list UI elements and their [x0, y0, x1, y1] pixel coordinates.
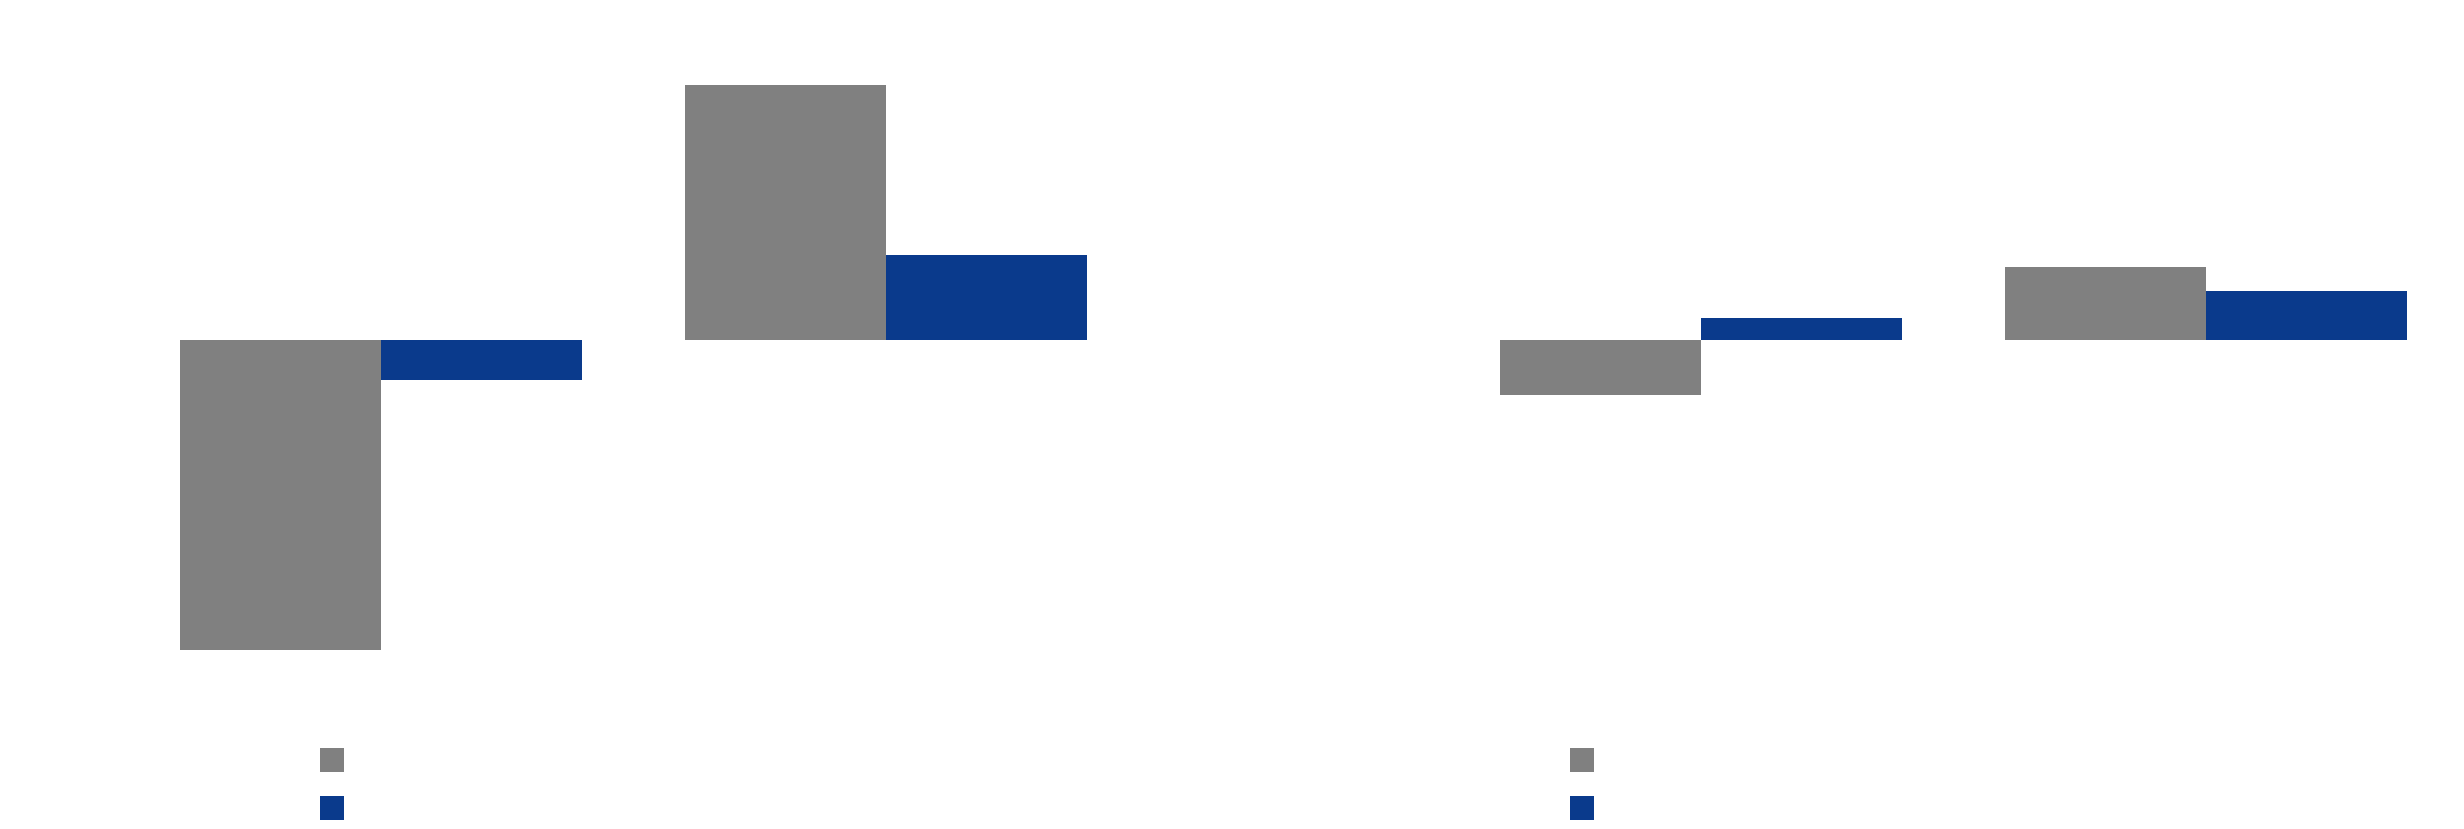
legend-swatch-panel2-series2: [1570, 796, 1594, 820]
bar-panel2-series2-cat2: [2206, 291, 2407, 340]
chart-panel-1: [180, 85, 1087, 820]
legend-swatch-panel2-series1: [1570, 748, 1594, 772]
chart-panel-2: [1500, 267, 2407, 820]
bar-panel2-series1-cat1: [1500, 340, 1701, 395]
legend-swatch-panel1-series1: [320, 748, 344, 772]
bar-panel1-series2-cat2: [886, 255, 1087, 340]
bar-panel2-series1-cat2: [2005, 267, 2206, 340]
bar-panel2-series2-cat1: [1701, 318, 1902, 340]
bar-panel1-series2-cat1: [381, 340, 582, 380]
legend-swatch-panel1-series2: [320, 796, 344, 820]
bar-panel1-series1-cat1: [180, 340, 381, 650]
bar-panel1-series1-cat2: [685, 85, 886, 340]
